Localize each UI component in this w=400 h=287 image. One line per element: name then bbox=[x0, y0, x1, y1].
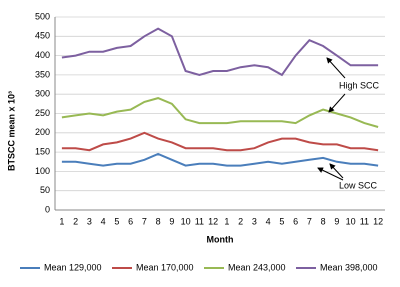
x-tick-label: 3 bbox=[87, 216, 92, 226]
y-tick-label: 350 bbox=[35, 69, 50, 79]
x-tick-label: 4 bbox=[266, 216, 271, 226]
line bbox=[61, 131, 379, 152]
x-tick-label: 2 bbox=[238, 216, 243, 226]
annotation: Low SCC bbox=[339, 180, 378, 190]
x-tick-label: 9 bbox=[334, 216, 339, 226]
x-tick-label: 11 bbox=[195, 216, 204, 226]
x-tick-label: 8 bbox=[321, 216, 326, 226]
x-tick-label: 6 bbox=[293, 216, 298, 226]
legend-label: Mean 398,000 bbox=[320, 262, 378, 272]
x-tick-label: 5 bbox=[114, 216, 119, 226]
arrow bbox=[328, 93, 346, 113]
x-axis-title: Month bbox=[207, 234, 234, 244]
x-tick-label: 4 bbox=[101, 216, 106, 226]
y-tick-label: 300 bbox=[35, 89, 50, 99]
x-tick-label: 12 bbox=[208, 216, 218, 226]
legend-label: Mean 243,000 bbox=[228, 262, 286, 272]
x-tick-label: 6 bbox=[128, 216, 133, 226]
x-tick-label: 2 bbox=[73, 216, 78, 226]
x-tick-label: 1 bbox=[224, 216, 229, 226]
x-tick-label: 10 bbox=[346, 216, 356, 226]
y-tick-label: 200 bbox=[35, 127, 50, 137]
line bbox=[61, 97, 379, 128]
x-tick-label: 5 bbox=[279, 216, 284, 226]
annotations: High SCC Low SCC bbox=[317, 57, 380, 190]
x-tick-label: 8 bbox=[156, 216, 161, 226]
legend-label: Mean 170,000 bbox=[136, 262, 194, 272]
y-tick-label: 450 bbox=[35, 31, 50, 41]
x-tick-label: 11 bbox=[360, 216, 369, 226]
y-tick-label: 500 bbox=[35, 11, 50, 21]
line bbox=[61, 27, 379, 77]
y-axis-title: BTSCC mean x 10³ bbox=[6, 91, 16, 171]
x-tick-label: 12 bbox=[373, 216, 383, 226]
y-tick-label: 50 bbox=[40, 185, 50, 195]
line bbox=[61, 152, 379, 167]
arrow bbox=[329, 163, 344, 179]
legend-label: Mean 129,000 bbox=[44, 262, 102, 272]
x-tick-label: 3 bbox=[252, 216, 257, 226]
y-tick-label: 100 bbox=[35, 166, 50, 176]
x-tick-label: 7 bbox=[142, 216, 147, 226]
x-tick-label: 1 bbox=[59, 216, 64, 226]
y-tick-label: 400 bbox=[35, 50, 50, 60]
arrow bbox=[326, 57, 346, 79]
x-tick-label: 10 bbox=[181, 216, 191, 226]
arrow bbox=[317, 167, 344, 181]
y-tick-label: 150 bbox=[35, 146, 50, 156]
x-tick-label: 7 bbox=[307, 216, 312, 226]
x-tick-label: 9 bbox=[169, 216, 174, 226]
y-tick-label: 250 bbox=[35, 108, 50, 118]
y-tick-label: 0 bbox=[45, 204, 50, 214]
annotation: High SCC bbox=[339, 80, 380, 90]
